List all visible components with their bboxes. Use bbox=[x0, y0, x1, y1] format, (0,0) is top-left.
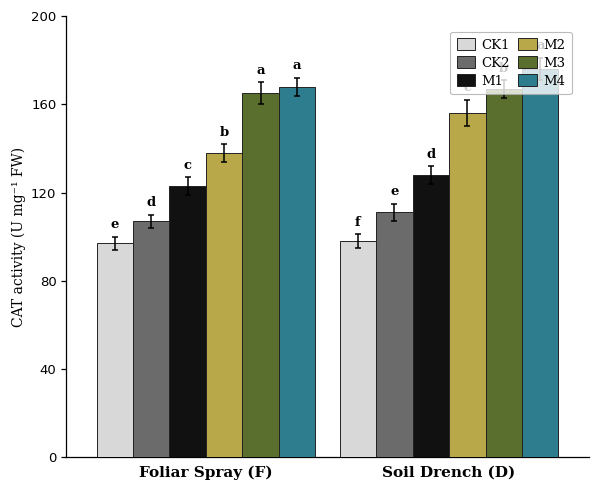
Text: c: c bbox=[463, 82, 472, 94]
Bar bbox=[169, 186, 206, 457]
Bar bbox=[279, 87, 316, 457]
Text: b: b bbox=[499, 61, 508, 75]
Bar bbox=[485, 89, 522, 457]
Legend: CK1, CK2, M1, M2, M3, M4: CK1, CK2, M1, M2, M3, M4 bbox=[450, 31, 572, 94]
Bar bbox=[340, 241, 376, 457]
Bar bbox=[522, 69, 559, 457]
Text: d: d bbox=[426, 148, 436, 161]
Bar bbox=[206, 153, 242, 457]
Text: e: e bbox=[390, 185, 398, 198]
Text: a: a bbox=[256, 64, 265, 77]
Y-axis label: CAT activity (U mg⁻¹ FW): CAT activity (U mg⁻¹ FW) bbox=[11, 147, 26, 327]
Text: b: b bbox=[220, 126, 229, 138]
Bar bbox=[242, 93, 279, 457]
Text: f: f bbox=[355, 216, 361, 229]
Bar bbox=[97, 243, 133, 457]
Bar bbox=[133, 221, 169, 457]
Text: d: d bbox=[146, 196, 156, 209]
Bar bbox=[413, 175, 449, 457]
Text: c: c bbox=[184, 159, 192, 171]
Bar bbox=[376, 213, 413, 457]
Text: a: a bbox=[536, 39, 545, 53]
Text: e: e bbox=[110, 218, 119, 231]
Text: a: a bbox=[293, 59, 301, 72]
Bar bbox=[449, 113, 485, 457]
